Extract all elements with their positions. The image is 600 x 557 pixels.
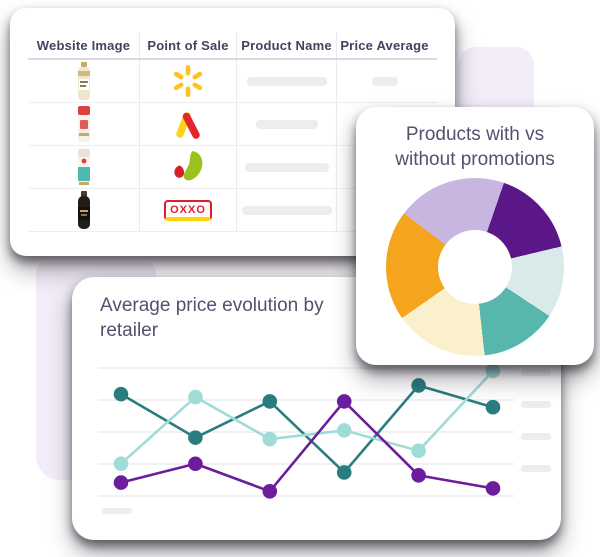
product-image-light-bottle (77, 62, 90, 100)
data-point-retailer-dark-teal (262, 394, 278, 409)
point-of-sale-cell (139, 146, 236, 188)
product-name-cell (236, 189, 336, 231)
data-point-retailer-dark-teal (188, 430, 203, 445)
data-point-retailer-light-teal (485, 363, 501, 379)
y-axis-label-placeholder (521, 465, 551, 472)
data-point-retailer-dark-teal (336, 465, 352, 480)
donut-chart (386, 177, 564, 356)
data-point-retailer-light-teal (262, 431, 278, 447)
y-axis-label-placeholder (521, 433, 551, 440)
point-of-sale-cell (139, 103, 236, 145)
data-point-retailer-light-teal (336, 423, 352, 438)
data-point-retailer-purple (188, 456, 203, 472)
data-point-retailer-light-teal (188, 389, 203, 405)
line-chart (98, 363, 551, 514)
data-point-retailer-purple (262, 484, 278, 499)
table-body: OXXO (10, 60, 455, 232)
column-header-website-image: Website Image (36, 37, 131, 53)
data-point-retailer-purple (336, 394, 352, 409)
column-header-point-of-sale: Point of Sale (139, 32, 236, 58)
website-image-cell (28, 146, 139, 188)
line-chart-title: Average price evolution by retailer (100, 295, 324, 342)
product-image-dark-bottle (77, 191, 90, 229)
donut-chart-title: Products with vs without promotions (395, 124, 555, 171)
data-point-retailer-purple (411, 468, 426, 483)
product-name-cell (236, 60, 336, 102)
column-header-price-average: Price Average (336, 32, 432, 58)
data-point-retailer-light-teal (113, 456, 129, 472)
website-image-cell (28, 103, 139, 145)
x-axis-label-placeholder (102, 508, 132, 514)
product-name-cell (236, 103, 336, 145)
point-of-sale-cell (139, 60, 236, 102)
series-line-retailer-purple (120, 400, 494, 493)
heart-leaf-retailer-icon (174, 151, 203, 181)
data-point-retailer-purple (113, 475, 129, 490)
donut-chart-card: Products with vs without promotions (356, 107, 594, 365)
table-header-row: Website Image Point of Sale Product Name… (28, 32, 437, 60)
data-point-retailer-purple (485, 481, 501, 496)
data-point-retailer-dark-teal (113, 386, 129, 402)
series-line-retailer-light-teal (120, 370, 494, 465)
product-name-cell (236, 146, 336, 188)
column-header-product-name: Product Name (236, 32, 336, 58)
chevron-retailer-icon (176, 112, 200, 139)
product-name-placeholder (241, 205, 332, 215)
walmart-spark-icon (173, 65, 203, 97)
table-row: OXXO (28, 189, 437, 232)
website-image-cell (28, 60, 139, 102)
y-axis-label-placeholder (521, 401, 551, 408)
series-line-retailer-dark-teal (120, 384, 494, 474)
product-name-placeholder (255, 119, 318, 129)
product-name-placeholder (244, 162, 329, 172)
data-point-retailer-dark-teal (485, 399, 501, 415)
table-row (28, 60, 437, 103)
oxxo-logo: OXXO (164, 199, 212, 221)
price-average-placeholder (371, 76, 398, 86)
data-point-retailer-dark-teal (411, 378, 426, 393)
product-image-red-carton (77, 106, 90, 142)
donut-hole (438, 229, 512, 304)
data-point-retailer-light-teal (411, 443, 426, 458)
y-axis-label-placeholder (521, 369, 551, 376)
product-image-teal-carton (77, 149, 90, 185)
website-image-cell (28, 189, 139, 231)
point-of-sale-cell: OXXO (139, 189, 236, 231)
price-average-cell (336, 60, 432, 102)
product-name-placeholder (246, 76, 327, 86)
